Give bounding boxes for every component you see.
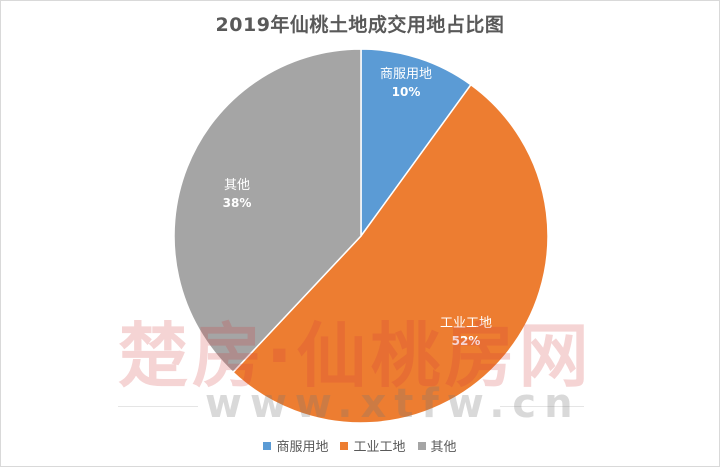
legend-swatch-1 [340, 441, 349, 450]
legend-item-2: 其他 [417, 436, 457, 455]
pie-slice-0 [360, 48, 472, 239]
legend-item-1: 工业工地 [340, 436, 406, 455]
slice-value-label-2: 38% [223, 196, 252, 210]
chart-title: 2019年仙桃土地成交用地占比图 [215, 14, 505, 36]
pie-slice-2 [173, 48, 362, 374]
legend-swatch-0 [263, 441, 272, 450]
slice-value-label-1: 52% [452, 334, 481, 348]
legend-label-1: 工业工地 [353, 440, 406, 455]
slice-name-label-2: 其他 [224, 178, 250, 193]
slice-value-label-0: 10% [392, 85, 421, 99]
watermark-brand: 楚房·仙桃房网 [118, 315, 593, 397]
watermark-line-right [500, 406, 584, 407]
chart-legend: 商服用地 工业工地 其他 [0, 436, 720, 455]
pie-slice-1 [231, 83, 549, 424]
legend-swatch-2 [417, 441, 426, 450]
watermark-url: www.xtfw.cn [205, 381, 581, 427]
watermark-line-left [118, 406, 198, 407]
legend-label-0: 商服用地 [276, 440, 329, 455]
slice-name-label-0: 商服用地 [380, 67, 432, 82]
legend-label-2: 其他 [430, 440, 457, 455]
slice-name-label-1: 工业工地 [440, 316, 492, 331]
legend-item-0: 商服用地 [263, 436, 328, 455]
